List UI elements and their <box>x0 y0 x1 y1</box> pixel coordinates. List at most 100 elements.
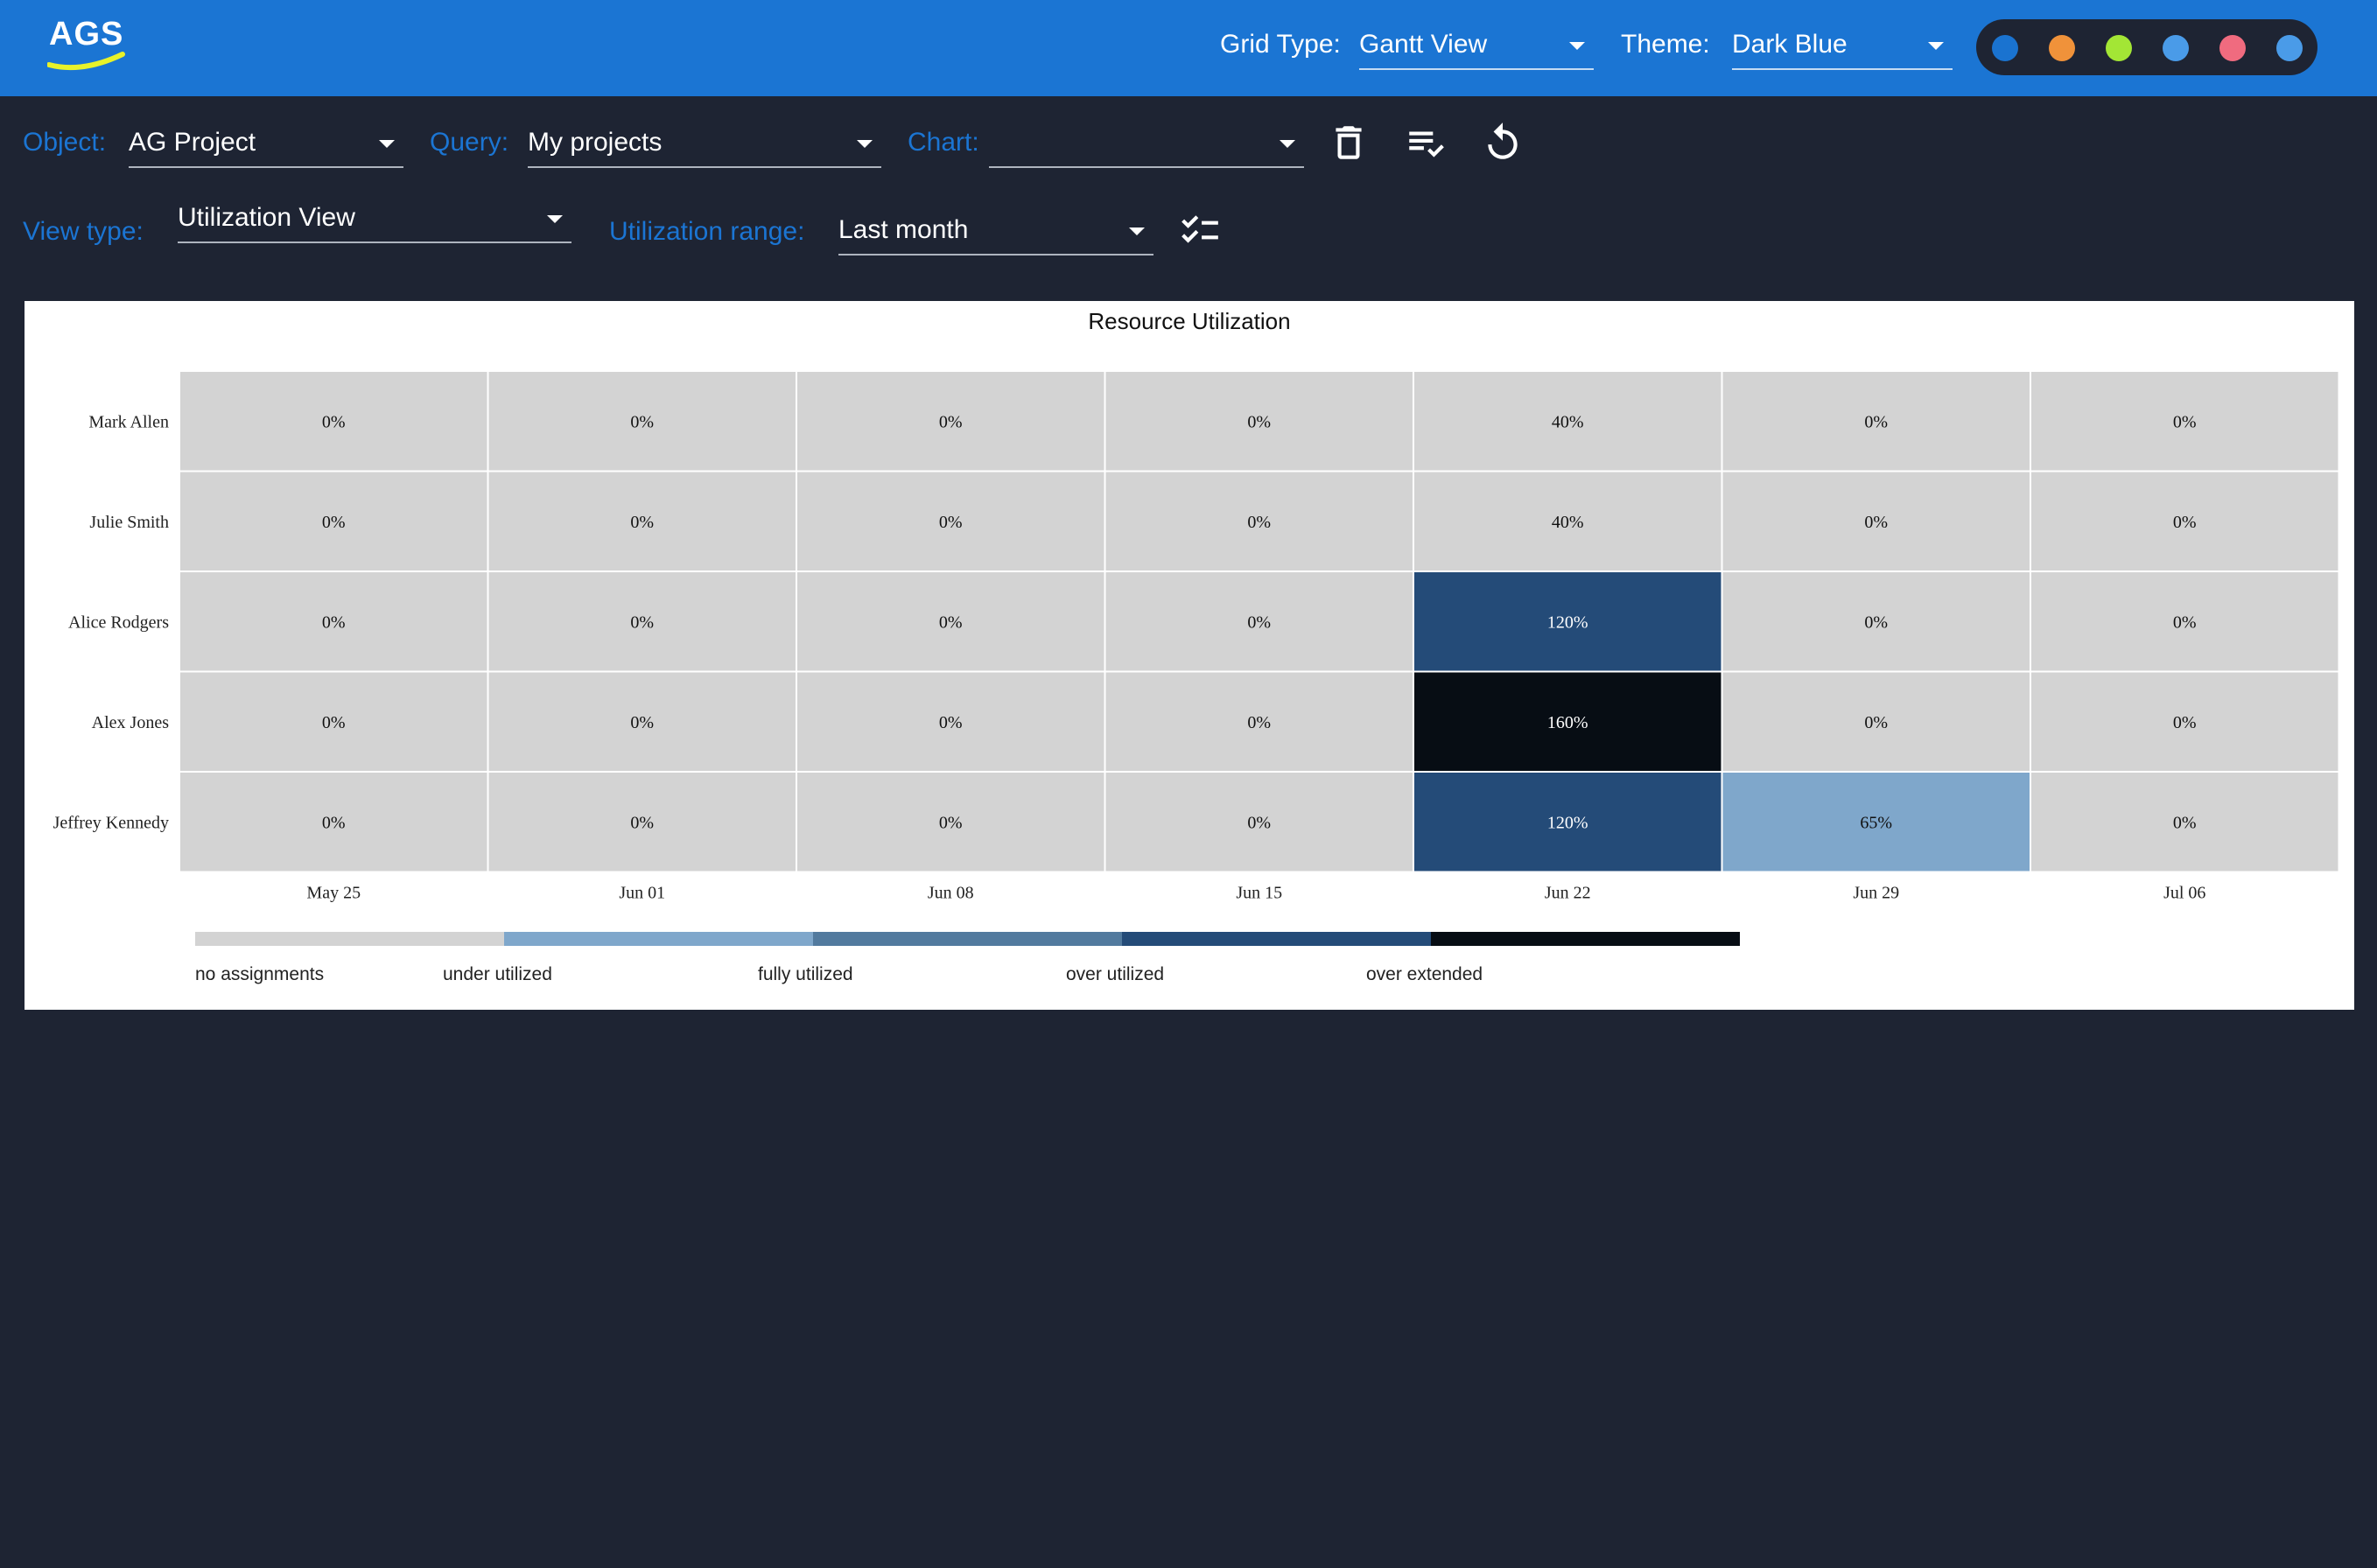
heatmap-cell-label: 0% <box>2173 713 2197 732</box>
heatmap-cell-label: 0% <box>322 612 346 632</box>
grid-type-value: Gantt View <box>1359 30 1488 59</box>
logo-text: AGS <box>49 16 124 52</box>
heatmap-cell[interactable] <box>1413 370 1723 472</box>
heatmap-cell[interactable] <box>179 370 489 472</box>
grid-type-select[interactable]: Gantt View <box>1359 19 1594 70</box>
heatmap-cell[interactable] <box>796 570 1106 673</box>
legend-label: over extended <box>1366 964 1483 984</box>
column-label: Jun 22 <box>1545 884 1591 903</box>
ags-logo[interactable]: AGS <box>47 16 126 77</box>
column-label: Jul 06 <box>2163 884 2205 903</box>
column-label: Jun 29 <box>1853 884 1899 903</box>
chart-select[interactable] <box>989 117 1304 168</box>
heatmap-cell[interactable] <box>179 570 489 673</box>
heatmap-cell[interactable] <box>487 570 797 673</box>
refresh-icon <box>1488 122 1518 159</box>
chevron-down-icon <box>547 215 563 223</box>
heatmap-cell[interactable] <box>1721 370 2031 472</box>
legend-swatch <box>813 932 1122 946</box>
delete-button[interactable] <box>1327 121 1371 164</box>
utilization-range-select[interactable]: Last month <box>838 205 1153 256</box>
heatmap-cell[interactable] <box>179 470 489 572</box>
logo-swoosh-icon <box>47 52 125 71</box>
row-label: Alice Rodgers <box>68 612 169 632</box>
object-select[interactable]: AG Project <box>129 117 403 168</box>
heatmap-cell[interactable] <box>796 771 1106 873</box>
view-type-select[interactable]: Utilization View <box>178 192 571 243</box>
heatmap-cell-label: 0% <box>1864 713 1888 732</box>
theme-select[interactable]: Dark Blue <box>1732 19 1953 70</box>
heatmap-cell-label: 0% <box>2173 612 2197 632</box>
heatmap-cell-label: 65% <box>1860 813 1892 832</box>
heatmap-cell[interactable] <box>179 771 489 873</box>
heatmap-cell[interactable] <box>179 670 489 773</box>
heatmap-cell-label: 0% <box>1247 713 1271 732</box>
heatmap-cell-label: 0% <box>630 412 654 431</box>
theme-swatch[interactable] <box>2276 35 2303 61</box>
heatmap-cell[interactable] <box>796 470 1106 572</box>
heatmap-cell-label: 0% <box>630 513 654 532</box>
checklist-icon <box>1181 215 1218 243</box>
heatmap-cell[interactable] <box>2030 670 2340 773</box>
theme-swatch[interactable] <box>2049 35 2075 61</box>
heatmap-cell[interactable] <box>796 370 1106 472</box>
theme-swatch[interactable] <box>2219 35 2246 61</box>
theme-swatch-group <box>1976 19 2317 75</box>
chevron-down-icon <box>1569 42 1585 50</box>
utilization-options-button[interactable] <box>1178 208 1222 252</box>
heatmap-cell-label: 0% <box>322 713 346 732</box>
trash-icon <box>1336 126 1362 159</box>
heatmap-cell[interactable] <box>487 370 797 472</box>
grid-type-label: Grid Type: <box>1220 30 1341 59</box>
theme-swatch[interactable] <box>2106 35 2132 61</box>
query-value: My projects <box>528 128 663 157</box>
heatmap-cell[interactable] <box>2030 570 2340 673</box>
query-select[interactable]: My projects <box>528 117 881 168</box>
heatmap-cell[interactable] <box>1721 570 2031 673</box>
heatmap-cell[interactable] <box>1413 470 1723 572</box>
heatmap-cell-label: 0% <box>939 713 963 732</box>
heatmap-cell[interactable] <box>1104 670 1414 773</box>
column-label: May 25 <box>306 884 361 903</box>
heatmap-cell-label: 0% <box>322 412 346 431</box>
heatmap-cell-label: 0% <box>630 612 654 632</box>
resource-utilization-heatmap: Resource Utilization 0% 0% 0% 0% 40% 0% 0% 0% 0%… <box>53 308 2340 984</box>
heatmap-cell-label: 0% <box>2173 513 2197 532</box>
heatmap-cell[interactable] <box>2030 470 2340 572</box>
legend-label: under utilized <box>443 964 552 984</box>
column-label: Jun 15 <box>1236 884 1282 903</box>
resource-utilization-chart-card: Resource Utilization 0% 0% 0% 0% 40% 0% 0% 0% 0%… <box>25 301 2354 1010</box>
heatmap-cell[interactable] <box>1413 570 1723 673</box>
chevron-down-icon <box>379 140 395 148</box>
heatmap-cell-label: 0% <box>1864 513 1888 532</box>
legend-label: over utilized <box>1066 964 1164 984</box>
heatmap-cell-label: 160% <box>1547 713 1588 732</box>
heatmap-cell[interactable] <box>1721 670 2031 773</box>
theme-swatch[interactable] <box>2163 35 2189 61</box>
heatmap-cell-label: 0% <box>939 513 963 532</box>
heatmap-cell-label: 0% <box>1247 412 1271 431</box>
legend-swatch <box>195 932 504 946</box>
heatmap-cell-label: 0% <box>630 713 654 732</box>
chevron-down-icon <box>1129 228 1145 235</box>
heatmap-cell[interactable] <box>1104 570 1414 673</box>
object-value: AG Project <box>129 128 256 157</box>
legend-swatch <box>504 932 813 946</box>
apply-button[interactable] <box>1404 121 1448 164</box>
chart-title: Resource Utilization <box>1088 308 1290 334</box>
list-check-icon <box>1409 131 1444 158</box>
heatmap-cell-label: 0% <box>939 813 963 832</box>
legend-label: no assignments <box>195 964 324 984</box>
heatmap-cell[interactable] <box>1104 370 1414 472</box>
heatmap-cell[interactable] <box>2030 771 2340 873</box>
theme-swatch[interactable] <box>1992 35 2018 61</box>
legend-swatch <box>1431 932 1740 946</box>
heatmap-cell[interactable] <box>487 670 797 773</box>
heatmap-cell[interactable] <box>1721 470 2031 572</box>
row-label: Jeffrey Kennedy <box>53 813 169 832</box>
refresh-button[interactable] <box>1481 121 1525 164</box>
view-type-label: View type: <box>23 217 144 246</box>
heatmap-cell-label: 0% <box>2173 412 2197 431</box>
heatmap-cell[interactable] <box>1721 771 2031 873</box>
legend-swatch <box>1122 932 1431 946</box>
